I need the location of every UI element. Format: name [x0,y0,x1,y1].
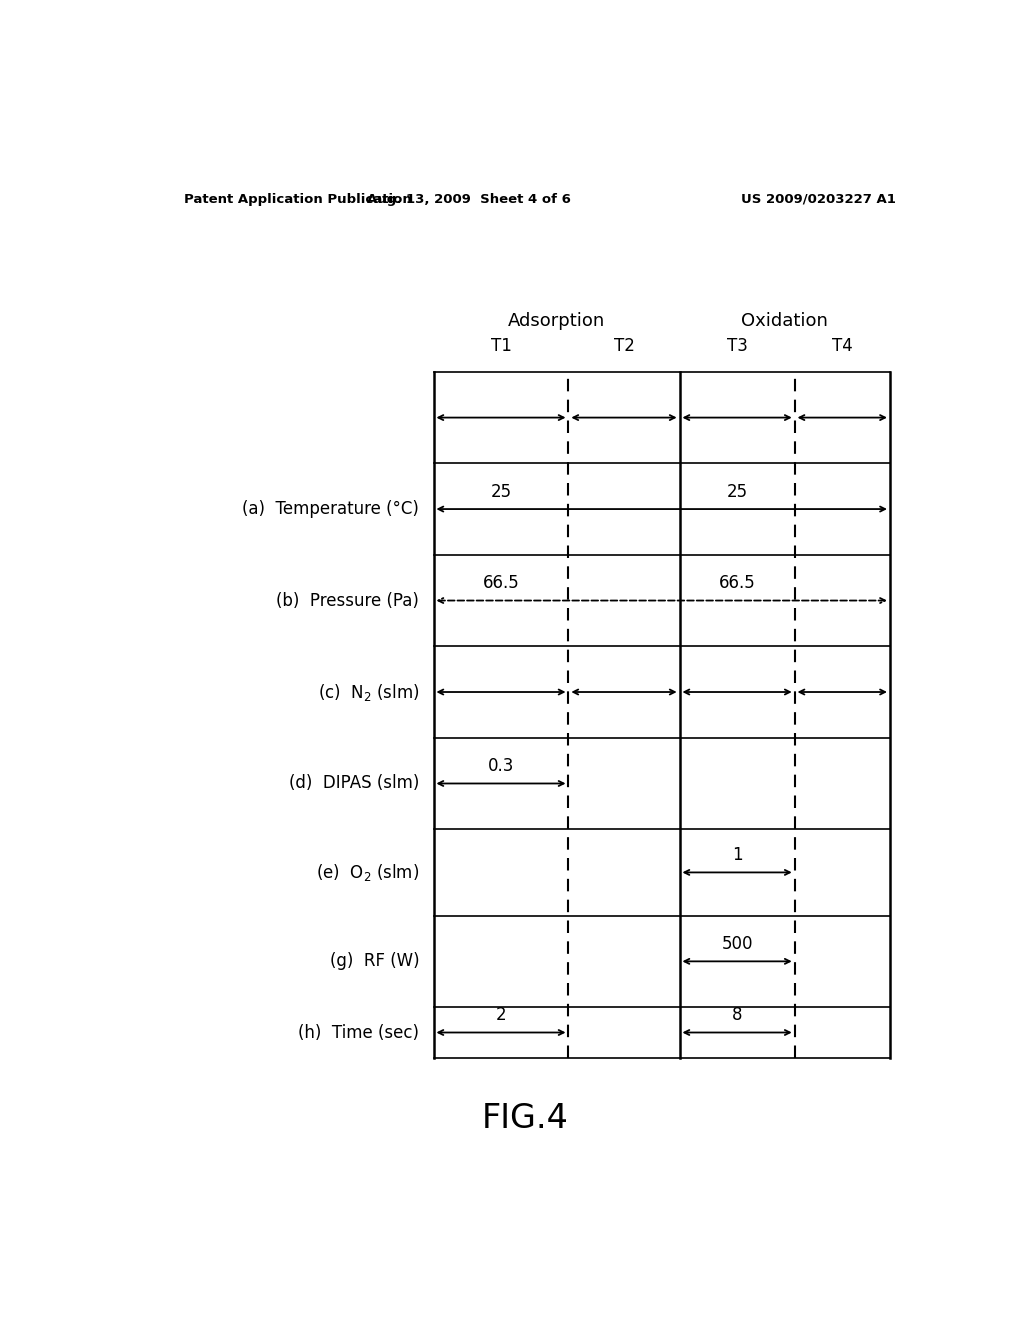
Text: (g)  RF (W): (g) RF (W) [330,952,419,970]
Text: 66.5: 66.5 [719,574,756,593]
Text: (h)  Time (sec): (h) Time (sec) [298,1023,419,1041]
Text: (a)  Temperature (°C): (a) Temperature (°C) [243,500,419,517]
Text: 25: 25 [726,483,748,500]
Text: 0.3: 0.3 [487,758,514,775]
Text: FIG.4: FIG.4 [481,1102,568,1135]
Text: 25: 25 [490,483,512,500]
Text: T4: T4 [831,338,853,355]
Text: 500: 500 [721,936,753,953]
Text: 1: 1 [732,846,742,865]
Text: (b)  Pressure (Pa): (b) Pressure (Pa) [276,591,419,610]
Text: US 2009/0203227 A1: US 2009/0203227 A1 [741,193,896,206]
Text: 8: 8 [732,1006,742,1024]
Text: (e)  O$_2$ (slm): (e) O$_2$ (slm) [316,862,419,883]
Text: T2: T2 [613,338,635,355]
Text: (c)  N$_2$ (slm): (c) N$_2$ (slm) [317,681,419,702]
Text: Aug. 13, 2009  Sheet 4 of 6: Aug. 13, 2009 Sheet 4 of 6 [368,193,571,206]
Text: 2: 2 [496,1006,506,1024]
Text: T1: T1 [490,338,511,355]
Text: Oxidation: Oxidation [741,312,828,330]
Text: Patent Application Publication: Patent Application Publication [183,193,412,206]
Text: (d)  DIPAS (slm): (d) DIPAS (slm) [289,775,419,792]
Text: 66.5: 66.5 [482,574,519,593]
Text: Adsorption: Adsorption [508,312,605,330]
Text: T3: T3 [727,338,748,355]
